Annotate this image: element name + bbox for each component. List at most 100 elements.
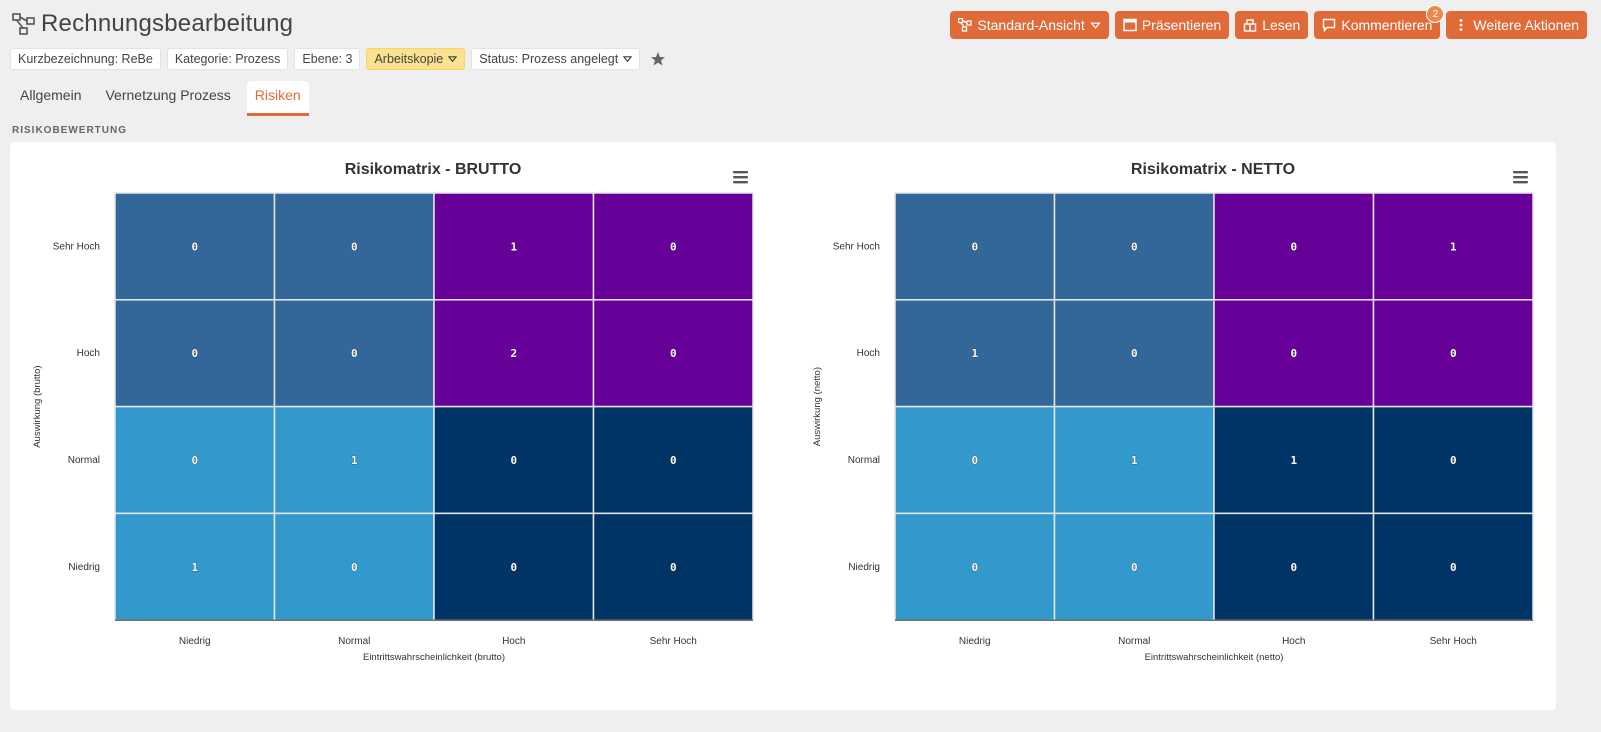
- process-icon: [958, 18, 973, 32]
- heatmap-cell[interactable]: [273, 512, 435, 621]
- heatmap-cell[interactable]: [894, 299, 1056, 408]
- x-tick-label: Sehr Hoch: [1430, 636, 1477, 647]
- cell-value-label: 0: [1131, 561, 1138, 574]
- cell-value-label: 0: [1450, 454, 1457, 467]
- presentation-icon: [1123, 18, 1137, 32]
- level-tag: Ebene: 3: [294, 48, 361, 70]
- cell-value-label: 0: [1131, 347, 1138, 360]
- heatmap-cell[interactable]: [1372, 299, 1534, 408]
- cell-value-label: 0: [1450, 561, 1457, 574]
- read-label: Lesen: [1262, 17, 1301, 33]
- cell-value-label: 0: [971, 240, 978, 253]
- risk-matrix-brutto-chart: Risikomatrix - BRUTTO 0 0 1 0 0 0 2 0 0 1 0 0 1 0 0 0 Seh…: [32, 161, 754, 663]
- heatmap-cell[interactable]: [894, 192, 1056, 301]
- x-tick-label: Sehr Hoch: [650, 636, 697, 647]
- y-axis-title: Auswirkung (brutto): [32, 365, 43, 447]
- cell-value-label: 0: [191, 347, 198, 360]
- cell-value-label: 0: [1290, 240, 1297, 253]
- x-tick-label: Niedrig: [959, 636, 991, 647]
- y-tick-label: Niedrig: [68, 562, 100, 573]
- x-axis-title: Eintrittswahrscheinlichkeit (brutto): [363, 652, 505, 663]
- cell-value-label: 0: [510, 561, 517, 574]
- heatmap-cell[interactable]: [1053, 512, 1215, 621]
- page-title: Rechnungsbearbeitung: [41, 10, 294, 37]
- short-name-label: Kurzbezeichnung: ReBe: [18, 52, 153, 66]
- standard-view-button[interactable]: Standard-Ansicht: [950, 11, 1109, 39]
- heatmap-cell[interactable]: [433, 192, 595, 301]
- heatmap-cell[interactable]: [1213, 192, 1375, 301]
- caret-down-icon: [448, 55, 458, 62]
- tab-general[interactable]: Allgemein: [20, 87, 82, 103]
- comment-icon: [1323, 18, 1336, 32]
- cell-value-label: 0: [351, 347, 358, 360]
- cell-value-label: 0: [1290, 347, 1297, 360]
- heatmap-cell[interactable]: [1372, 192, 1534, 301]
- cell-value-label: 0: [670, 347, 677, 360]
- x-tick-label: Normal: [338, 636, 370, 647]
- chart-title: Risikomatrix - NETTO: [1131, 161, 1295, 178]
- risk-matrix-netto-chart: Risikomatrix - NETTO 0 0 0 1 1 0 0 0 0 1 1 0 0 0 0 0 Sehr…: [812, 161, 1534, 663]
- heatmap-cell[interactable]: [433, 512, 595, 621]
- heatmap-cell[interactable]: [1053, 192, 1215, 301]
- cell-value-label: 0: [351, 561, 358, 574]
- working-copy-label: Arbeitskopie: [374, 52, 444, 66]
- level-label: Ebene: 3: [302, 52, 353, 66]
- more-actions-label: Weitere Aktionen: [1473, 17, 1579, 33]
- heatmap-cell[interactable]: [592, 405, 754, 515]
- y-tick-label: Niedrig: [848, 562, 880, 573]
- cell-value-label: 0: [351, 240, 358, 253]
- hamburger-menu-icon[interactable]: [733, 171, 748, 184]
- status-dropdown[interactable]: Status: Prozess angelegt: [471, 48, 641, 70]
- read-button[interactable]: Lesen: [1235, 11, 1309, 39]
- risk-matrix-panel: Risikomatrix - BRUTTO 0 0 1 0 0 0 2 0 0 1 0 0 1 0 0 0 Seh…: [10, 142, 1556, 710]
- heatmap-cell[interactable]: [1372, 405, 1534, 515]
- y-tick-label: Normal: [68, 455, 100, 466]
- heatmap-cell[interactable]: [273, 405, 435, 515]
- heatmap-cell[interactable]: [433, 299, 595, 408]
- heatmap-cell[interactable]: [114, 192, 276, 301]
- heatmap-cell[interactable]: [273, 299, 435, 408]
- cell-value-label: 1: [1131, 454, 1138, 467]
- cell-value-label: 0: [670, 240, 677, 253]
- heatmap-cell[interactable]: [1213, 405, 1375, 515]
- favorite-star-icon[interactable]: [650, 51, 666, 67]
- more-icon: [1460, 19, 1463, 31]
- heatmap-cell[interactable]: [592, 192, 754, 301]
- cell-value-label: 0: [1450, 347, 1457, 360]
- heatmap-cell[interactable]: [1053, 299, 1215, 408]
- page-header: Rechnungsbearbeitung: [12, 10, 293, 38]
- tab-risks[interactable]: Risiken: [246, 81, 309, 116]
- comment-label: Kommentieren: [1341, 17, 1433, 33]
- working-copy-dropdown[interactable]: Arbeitskopie: [366, 48, 466, 70]
- tab-process-network[interactable]: Vernetzung Prozess: [105, 87, 231, 103]
- status-label: Status: Prozess angelegt: [479, 52, 619, 66]
- present-button[interactable]: Präsentieren: [1114, 11, 1230, 39]
- y-tick-label: Sehr Hoch: [53, 241, 100, 252]
- heatmap-cell[interactable]: [114, 512, 276, 621]
- more-actions-button[interactable]: Weitere Aktionen: [1446, 11, 1587, 39]
- cell-value-label: 1: [510, 240, 517, 253]
- y-axis-title: Auswirkung (netto): [812, 367, 823, 446]
- heatmap-cell[interactable]: [592, 512, 754, 621]
- comment-count-badge: 2: [1426, 5, 1445, 23]
- section-label: RISIKOBEWERTUNG: [12, 125, 127, 136]
- action-toolbar: Standard-Ansicht Präsentieren Lesen Komm…: [950, 5, 1587, 39]
- heatmap-cell[interactable]: [592, 299, 754, 408]
- chevron-down-icon: [1090, 22, 1101, 29]
- heatmap-cell[interactable]: [1053, 405, 1215, 515]
- cell-value-label: 1: [351, 454, 358, 467]
- hamburger-menu-icon[interactable]: [1513, 171, 1528, 184]
- x-tick-label: Niedrig: [179, 636, 211, 647]
- category-tag: Kategorie: Prozess: [166, 48, 289, 70]
- y-tick-label: Hoch: [77, 348, 100, 359]
- x-tick-label: Normal: [1118, 636, 1150, 647]
- read-icon: [1244, 19, 1257, 32]
- cell-value-label: 0: [1290, 561, 1297, 574]
- cell-value-label: 0: [191, 454, 198, 467]
- x-tick-label: Hoch: [1282, 636, 1305, 647]
- cell-value-label: 0: [670, 454, 677, 467]
- heatmap-cell[interactable]: [114, 299, 276, 408]
- cell-value-label: 0: [1131, 240, 1138, 253]
- comment-button[interactable]: Kommentieren 2: [1314, 5, 1445, 39]
- short-name-tag: Kurzbezeichnung: ReBe: [10, 48, 161, 70]
